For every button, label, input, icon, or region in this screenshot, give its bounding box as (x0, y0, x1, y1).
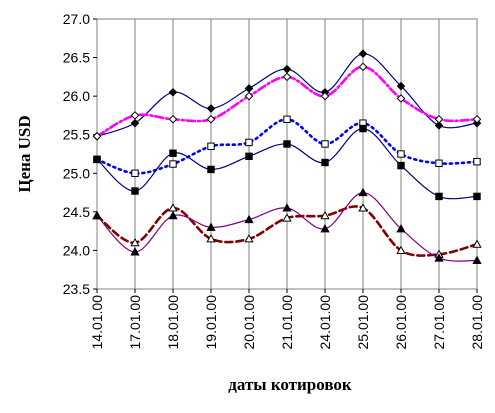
diamond-marker (206, 114, 216, 124)
x-tick-label: 14.01.00 (89, 295, 105, 350)
diamond-marker (320, 91, 330, 101)
square-marker (321, 140, 329, 148)
diamond-marker (472, 114, 482, 124)
square-marker (131, 187, 139, 195)
square-marker (131, 169, 139, 177)
triangle-marker (396, 245, 406, 254)
triangle-marker (168, 210, 178, 220)
square-marker (169, 160, 177, 168)
x-tick-label: 26.01.00 (393, 295, 409, 350)
square-marker (473, 158, 481, 166)
y-axis-title: Цена USD (15, 115, 34, 192)
x-tick-label: 28.01.00 (469, 295, 485, 350)
triangle-marker (320, 210, 330, 220)
x-tick-label: 27.01.00 (431, 295, 447, 350)
triangle-marker (282, 203, 292, 212)
triangle-marker (434, 253, 444, 262)
series-5 (92, 203, 482, 258)
y-axis-ticks: 23.5 24.0 24.5 25.0 25.5 26.0 26.5 27.0 (63, 11, 97, 297)
square-marker (321, 158, 329, 167)
triangle-marker (320, 223, 330, 233)
square-marker (397, 150, 405, 158)
x-tick-label: 19.01.00 (203, 295, 219, 350)
square-marker (207, 142, 215, 150)
x-axis-ticks: 14.01.00 17.01.00 18.01.00 19.01.00 20.01.00… (89, 289, 485, 350)
diamond-marker (396, 94, 406, 103)
series-4 (93, 124, 481, 201)
square-marker (207, 165, 215, 174)
square-marker (283, 140, 291, 148)
triangle-marker (206, 234, 216, 243)
square-marker (245, 152, 253, 161)
diamond-marker (358, 49, 368, 59)
y-tick-label: 26.5 (63, 50, 90, 66)
triangle-marker (130, 247, 140, 256)
diamond-marker (130, 118, 140, 128)
square-marker (359, 124, 367, 133)
diamond-marker (92, 131, 102, 141)
diamond-marker (130, 111, 140, 120)
triangle-marker (358, 187, 368, 197)
x-tick-label: 25.01.00 (355, 295, 371, 350)
x-tick-label: 17.01.00 (127, 295, 143, 350)
y-tick-label: 27.0 (63, 11, 90, 27)
x-tick-label: 20.01.00 (241, 295, 257, 350)
triangle-marker (92, 210, 102, 220)
diamond-marker (206, 104, 216, 113)
square-marker (473, 192, 481, 201)
y-tick-label: 25.5 (63, 127, 90, 143)
triangle-marker (206, 222, 216, 231)
diamond-marker (168, 114, 178, 124)
triangle-marker (472, 255, 482, 264)
y-tick-label: 23.5 (63, 281, 90, 297)
square-marker (283, 115, 291, 123)
x-axis-title: даты котировок (228, 375, 352, 394)
diamond-marker (358, 62, 368, 72)
square-marker (169, 149, 177, 157)
x-tick-label: 24.01.00 (317, 295, 333, 350)
series-group (92, 49, 482, 264)
square-marker (435, 159, 443, 167)
diamond-marker (434, 114, 444, 124)
square-marker (435, 192, 443, 201)
y-tick-label: 26.0 (63, 88, 90, 104)
triangle-marker (130, 237, 140, 247)
diamond-marker (168, 87, 178, 97)
series-6 (92, 187, 482, 264)
square-marker (93, 155, 101, 164)
y-tick-label: 24.5 (63, 204, 90, 220)
series-2 (92, 62, 482, 141)
triangle-marker (244, 214, 254, 224)
diamond-marker (396, 81, 406, 91)
square-marker (397, 161, 405, 170)
diamond-marker (244, 91, 254, 101)
triangle-marker (472, 239, 482, 248)
triangle-marker (282, 213, 292, 222)
triangle-marker (358, 203, 368, 212)
x-tick-label: 18.01.00 (165, 295, 181, 350)
triangle-marker (244, 234, 254, 243)
diamond-marker (282, 72, 292, 82)
y-tick-label: 25.0 (63, 165, 90, 181)
diamond-marker (434, 121, 444, 130)
triangle-marker (396, 223, 406, 233)
square-marker (245, 138, 253, 147)
x-tick-label: 21.01.00 (279, 295, 295, 350)
y-tick-label: 24.0 (63, 242, 90, 258)
